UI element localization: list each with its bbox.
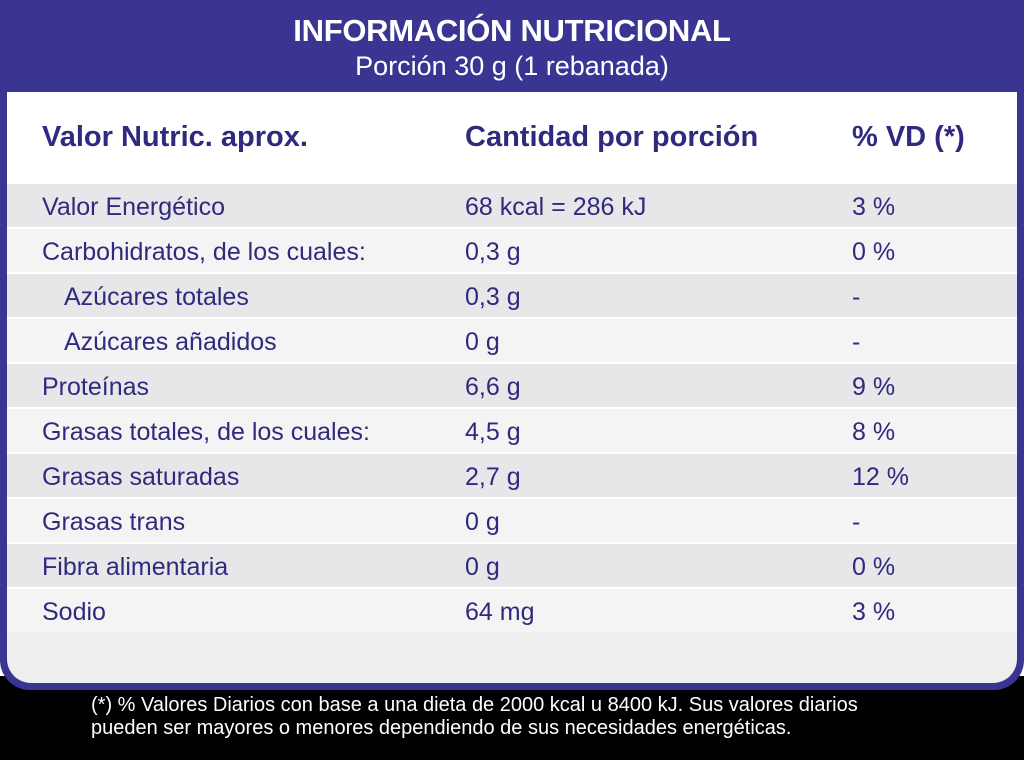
table-row: Azúcares añadidos 0 g -	[7, 317, 1017, 362]
footnote-line: pueden ser mayores o menores dependiendo…	[91, 717, 792, 739]
nutrient-name: Carbohidratos, de los cuales:	[42, 238, 366, 266]
nutrient-amount: 0 g	[465, 508, 500, 536]
nutrient-amount: 4,5 g	[465, 418, 521, 446]
table-row: Grasas trans 0 g -	[7, 497, 1017, 542]
footer-band	[0, 676, 1024, 760]
label-title: INFORMACIÓN NUTRICIONAL	[293, 13, 731, 48]
nutrient-name: Grasas trans	[42, 508, 186, 536]
table-row: Fibra alimentaria 0 g 0 %	[7, 542, 1017, 587]
column-header-nutrient: Valor Nutric. aprox.	[42, 121, 308, 153]
nutrient-dv: 12 %	[852, 463, 909, 491]
table-row: Carbohidratos, de los cuales: 0,3 g 0 %	[7, 227, 1017, 272]
table-row: Grasas saturadas 2,7 g 12 %	[7, 452, 1017, 497]
nutrient-dv: -	[852, 328, 861, 356]
nutrient-amount: 2,7 g	[465, 463, 521, 491]
table-row: Azúcares totales 0,3 g -	[7, 272, 1017, 317]
nutrient-amount: 0,3 g	[465, 238, 521, 266]
nutrient-amount: 0 g	[465, 553, 500, 581]
nutrient-name: Azúcares añadidos	[64, 328, 277, 356]
column-header-dv: % VD (*)	[852, 121, 965, 153]
footnote-line: (*) % Valores Diarios con base a una die…	[91, 694, 858, 716]
table-row: Grasas totales, de los cuales: 4,5 g 8 %	[7, 407, 1017, 452]
nutrition-table: Valor Nutric. aprox. Cantidad por porció…	[7, 92, 1017, 683]
column-header-amount: Cantidad por porción	[465, 121, 759, 153]
nutrient-dv: 3 %	[852, 598, 896, 626]
nutrient-name: Sodio	[42, 598, 106, 626]
nutrient-name: Grasas saturadas	[42, 463, 240, 491]
nutrient-name: Azúcares totales	[64, 283, 249, 311]
nutrient-amount: 0 g	[465, 328, 500, 356]
table-row: Sodio 64 mg 3 %	[7, 587, 1017, 632]
nutrient-amount: 64 mg	[465, 598, 535, 626]
nutrient-dv: -	[852, 283, 861, 311]
table-header: Valor Nutric. aprox. Cantidad por porció…	[7, 92, 1017, 182]
label-header: INFORMACIÓN NUTRICIONAL Porción 30 g (1 …	[7, 0, 1017, 92]
nutrient-amount: 6,6 g	[465, 373, 521, 401]
nutrient-dv: 0 %	[852, 553, 896, 581]
nutrient-name: Proteínas	[42, 373, 150, 401]
nutrient-dv: -	[852, 508, 861, 536]
nutrient-dv: 8 %	[852, 418, 896, 446]
nutrition-label: INFORMACIÓN NUTRICIONAL Porción 30 g (1 …	[0, 0, 1024, 690]
nutrient-dv: 3 %	[852, 193, 896, 221]
nutrient-name: Grasas totales, de los cuales:	[42, 418, 370, 446]
nutrient-amount: 68 kcal = 286 kJ	[465, 193, 647, 221]
table-row: Valor Energético 68 kcal = 286 kJ 3 %	[7, 182, 1017, 227]
table-row: Proteínas 6,6 g 9 %	[7, 362, 1017, 407]
nutrient-dv: 9 %	[852, 373, 896, 401]
serving-size: Porción 30 g (1 rebanada)	[355, 51, 669, 81]
nutrient-dv: 0 %	[852, 238, 896, 266]
nutrient-name: Valor Energético	[42, 193, 225, 221]
nutrient-amount: 0,3 g	[465, 283, 521, 311]
nutrient-name: Fibra alimentaria	[42, 553, 229, 581]
daily-value-footnote: (*) % Valores Diarios con base a una die…	[91, 694, 951, 740]
